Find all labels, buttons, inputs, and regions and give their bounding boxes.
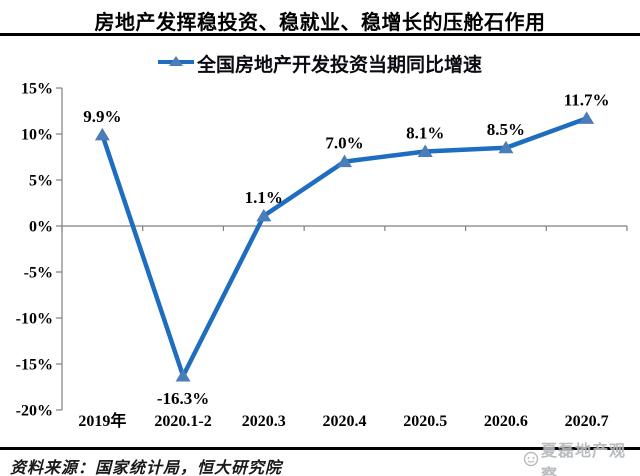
x-axis-category-label: 2020.7 bbox=[565, 413, 609, 430]
footer-divider bbox=[0, 447, 640, 450]
data-point-marker bbox=[175, 368, 191, 382]
chart-legend: 全国房地产开发投资当期同比增速 bbox=[0, 50, 640, 77]
data-point-label: 8.5% bbox=[487, 120, 525, 139]
y-axis-tick-label: 5% bbox=[29, 173, 53, 190]
data-point-marker bbox=[337, 154, 352, 168]
page-title: 房地产发挥稳投资、稳就业、稳增长的压舱石作用 bbox=[94, 12, 546, 34]
data-point-marker bbox=[94, 127, 110, 141]
data-point-marker bbox=[417, 144, 433, 157]
y-axis-tick-label: -15% bbox=[16, 357, 53, 374]
y-axis-tick-label: -10% bbox=[16, 311, 53, 328]
y-axis-tick-label: 0% bbox=[29, 219, 53, 236]
data-point-label: -16.3% bbox=[157, 389, 209, 408]
data-point-label: 1.1% bbox=[245, 188, 283, 207]
legend-line-marker-icon bbox=[157, 55, 194, 73]
x-axis-category-label: 2019年 bbox=[78, 411, 126, 430]
y-axis-tick-label: 10% bbox=[21, 127, 53, 144]
data-point-label: 7.0% bbox=[325, 134, 363, 153]
x-axis-category-label: 2020.4 bbox=[323, 413, 367, 430]
x-axis-category-label: 2020.6 bbox=[484, 413, 528, 430]
x-axis-category-label: 2020.1-2 bbox=[154, 413, 211, 430]
data-point-label: 8.1% bbox=[406, 123, 444, 142]
source-note: 资料来源：国家统计局，恒大研究院 bbox=[10, 460, 283, 476]
title-divider bbox=[0, 33, 640, 36]
watermark: 夏磊地产观察 bbox=[523, 437, 640, 476]
data-point-marker bbox=[256, 208, 272, 222]
data-point-label: 11.7% bbox=[564, 90, 610, 109]
y-axis-tick-label: -20% bbox=[16, 403, 53, 420]
legend-label: 全国房地产开发投资当期同比增速 bbox=[196, 55, 482, 76]
line-chart: 15% 10% 5% 0% -5% -10% -15% -20% 2019年 2020.1-2 20… bbox=[16, 81, 628, 430]
x-axis-category-label: 2020.5 bbox=[403, 413, 447, 430]
y-axis-tick-label: -5% bbox=[24, 265, 53, 282]
x-axis-category-label: 2020.3 bbox=[242, 413, 286, 430]
data-point-marker bbox=[498, 140, 514, 154]
y-axis-tick-label: 15% bbox=[21, 81, 53, 98]
watermark-logo-icon bbox=[523, 451, 539, 472]
data-point-label: 9.9% bbox=[83, 107, 121, 126]
data-point-marker bbox=[579, 111, 595, 124]
watermark-label: 夏磊地产观察 bbox=[541, 443, 627, 476]
